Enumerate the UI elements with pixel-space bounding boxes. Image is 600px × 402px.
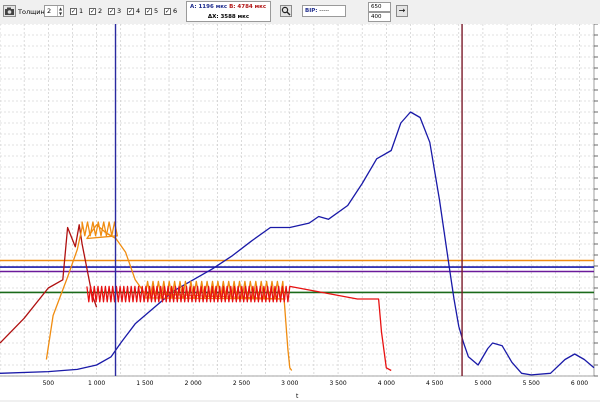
channel-4-checkbox[interactable]: ✓ 4 [127, 7, 140, 15]
channel-6-label: 6 [173, 7, 178, 15]
channel-5-checkbox[interactable]: ✓ 5 [145, 7, 158, 15]
cursor-b-readout: B: 4784 мкс [229, 4, 267, 10]
range-min-input[interactable]: 400 [368, 12, 391, 22]
range-max-input[interactable]: 650 [368, 2, 391, 12]
channel-3-checkbox[interactable]: ✓ 3 [108, 7, 121, 15]
series-group [0, 111, 595, 376]
bip-label: BIP: [305, 8, 318, 14]
series-line-blue [0, 111, 595, 376]
channel-2-checkbox[interactable]: ✓ 2 [89, 7, 102, 15]
x-tick-label: 6 000 [571, 380, 588, 387]
checkbox-check-icon: ✓ [89, 7, 96, 15]
thickness-spinner[interactable]: 2 ▲ ▼ [44, 5, 64, 17]
apply-button[interactable]: → [396, 5, 408, 17]
cursor-a-readout: A: 1196 мкс [190, 4, 228, 10]
x-tick-label: 5 500 [523, 380, 540, 387]
channel-5-label: 5 [154, 7, 159, 15]
cursor-lines[interactable] [114, 24, 463, 376]
channel-4-label: 4 [136, 7, 141, 15]
x-tick-label: 5 000 [474, 380, 491, 387]
x-tick-label: 1 000 [88, 380, 105, 387]
x-axis-ticks: 500 1 000 1 500 2 000 2 500 3 000 3 500 4 000 4 … [43, 380, 589, 387]
x-tick-label: 4 500 [426, 380, 443, 387]
zoom-button[interactable] [280, 5, 292, 17]
thickness-label: Толщина: [18, 8, 51, 16]
channel-1-checkbox[interactable]: ✓ 1 [70, 7, 83, 15]
x-tick-label: 2 500 [233, 380, 250, 387]
channel-6-checkbox[interactable]: ✓ 6 [164, 7, 177, 15]
checkbox-check-icon: ✓ [127, 7, 134, 15]
checkbox-check-icon: ✓ [145, 7, 152, 15]
checkbox-check-icon: ✓ [70, 7, 77, 15]
magnifier-icon [281, 6, 291, 16]
spinner-arrows-icon[interactable]: ▲ ▼ [57, 6, 63, 16]
toolbar: Толщина: 2 ▲ ▼ ✓ 1 ✓ 2 ✓ 3 ✓ 4 ✓ 5 ✓ 6 A: 1196 … [0, 0, 600, 25]
x-tick-label: 3 500 [329, 380, 346, 387]
channel-2-label: 2 [98, 7, 103, 15]
x-tick-label: 3 000 [281, 380, 298, 387]
plot-area[interactable]: 500 1 000 1 500 2 000 2 500 3 000 3 500 4 000 4 … [0, 23, 600, 400]
series-line-red [86, 285, 392, 372]
bip-value: ----- [319, 8, 330, 14]
x-tick-label: 1 500 [136, 380, 153, 387]
cursor-delta-readout: ΔX: 3588 мкс [207, 14, 250, 20]
plot-background [0, 24, 600, 400]
series-line-orange [45, 221, 293, 371]
camera-icon[interactable] [3, 5, 16, 17]
checkbox-check-icon: ✓ [108, 7, 115, 15]
x-axis-label: t [296, 393, 299, 400]
x-tick-label: 2 000 [185, 380, 202, 387]
oscillogram-chart[interactable]: 500 1 000 1 500 2 000 2 500 3 000 3 500 4 000 4 … [0, 23, 600, 400]
cursor-readout: A: 1196 мкс B: 4784 мкс ΔX: 3588 мкс [186, 1, 271, 22]
x-tick-label: 500 [43, 380, 55, 387]
x-tick-label: 4 000 [378, 380, 395, 387]
bip-field: BIP: ----- [302, 5, 346, 17]
channel-1-label: 1 [79, 7, 84, 15]
channel-3-label: 3 [117, 7, 122, 15]
right-axis-ticks [594, 23, 598, 377]
checkbox-check-icon: ✓ [164, 7, 171, 15]
series-line-darkred [0, 224, 98, 344]
thickness-value: 2 [47, 7, 52, 15]
grid [0, 23, 595, 377]
